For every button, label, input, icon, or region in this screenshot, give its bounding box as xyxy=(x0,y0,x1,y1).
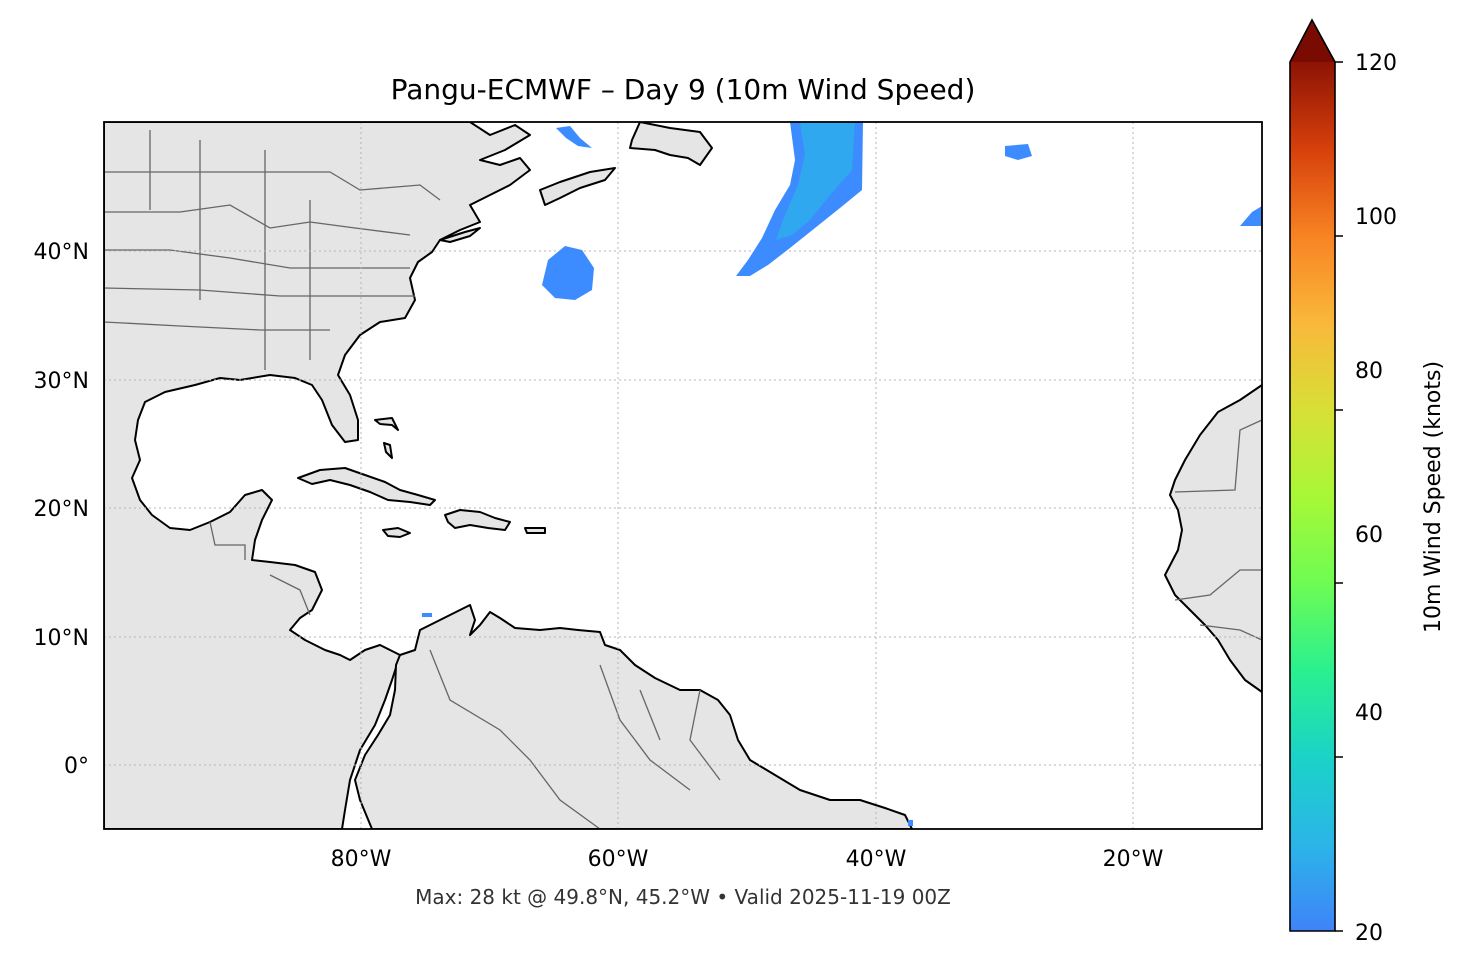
colorbar-label: 10m Wind Speed (knots) xyxy=(1421,361,1446,633)
wind-blob-west xyxy=(542,246,594,300)
wind-speed-overlay xyxy=(422,122,1262,826)
colorbar-gradient xyxy=(1290,62,1335,931)
wind-patch-mid xyxy=(1005,144,1032,160)
lat-label-40n: 40°N xyxy=(34,240,89,265)
colorbar-tick-60: 60 xyxy=(1355,523,1383,548)
lon-label-20w: 20°W xyxy=(1103,847,1164,872)
lon-label-80w: 80°W xyxy=(331,847,392,872)
jamaica-island xyxy=(382,527,411,538)
colorbar-ticks xyxy=(1335,61,1343,932)
lon-label-60w: 60°W xyxy=(588,847,649,872)
hispaniola-island xyxy=(444,509,511,531)
colorbar-extend-arrow xyxy=(1290,20,1335,62)
colorbar-tick-40: 40 xyxy=(1355,701,1383,726)
bahamas-islands xyxy=(374,417,399,459)
wind-jet-core xyxy=(776,122,855,240)
lat-label-0: 0° xyxy=(64,754,89,779)
political-borders xyxy=(104,130,1262,829)
cuba-island xyxy=(297,467,436,506)
colorbar-tick-20: 20 xyxy=(1355,921,1383,946)
wind-patch-brazil xyxy=(908,820,913,826)
lon-label-40w: 40°W xyxy=(846,847,907,872)
north-america-land xyxy=(104,122,531,829)
map-title: Pangu-ECMWF – Day 9 (10m Wind Speed) xyxy=(391,73,976,106)
colorbar-tick-100: 100 xyxy=(1355,205,1397,230)
colorbar-outline xyxy=(1289,18,1336,932)
map-panel xyxy=(104,122,1262,829)
wind-patch-labrador xyxy=(556,126,592,148)
newfoundland-island xyxy=(629,122,713,166)
map-frame xyxy=(103,121,1263,830)
lat-label-20n: 20°N xyxy=(34,497,89,522)
wind-patch-caribbean xyxy=(422,613,432,617)
lat-label-10n: 10°N xyxy=(34,626,89,651)
nova-scotia xyxy=(539,167,616,206)
south-america-land xyxy=(354,604,913,829)
gridlines xyxy=(104,122,1262,829)
footer-caption: Max: 28 kt @ 49.8°N, 45.2°W • Valid 2025… xyxy=(415,885,951,909)
wind-patch-east xyxy=(1240,206,1262,226)
lat-label-30n: 30°N xyxy=(34,369,89,394)
long-island xyxy=(439,227,481,243)
colorbar: 120 100 80 60 40 20 10m Wind Speed (knot… xyxy=(1289,18,1446,946)
colorbar-tick-120: 120 xyxy=(1355,51,1397,76)
colorbar-tick-80: 80 xyxy=(1355,359,1383,384)
puerto-rico-island xyxy=(524,527,546,534)
